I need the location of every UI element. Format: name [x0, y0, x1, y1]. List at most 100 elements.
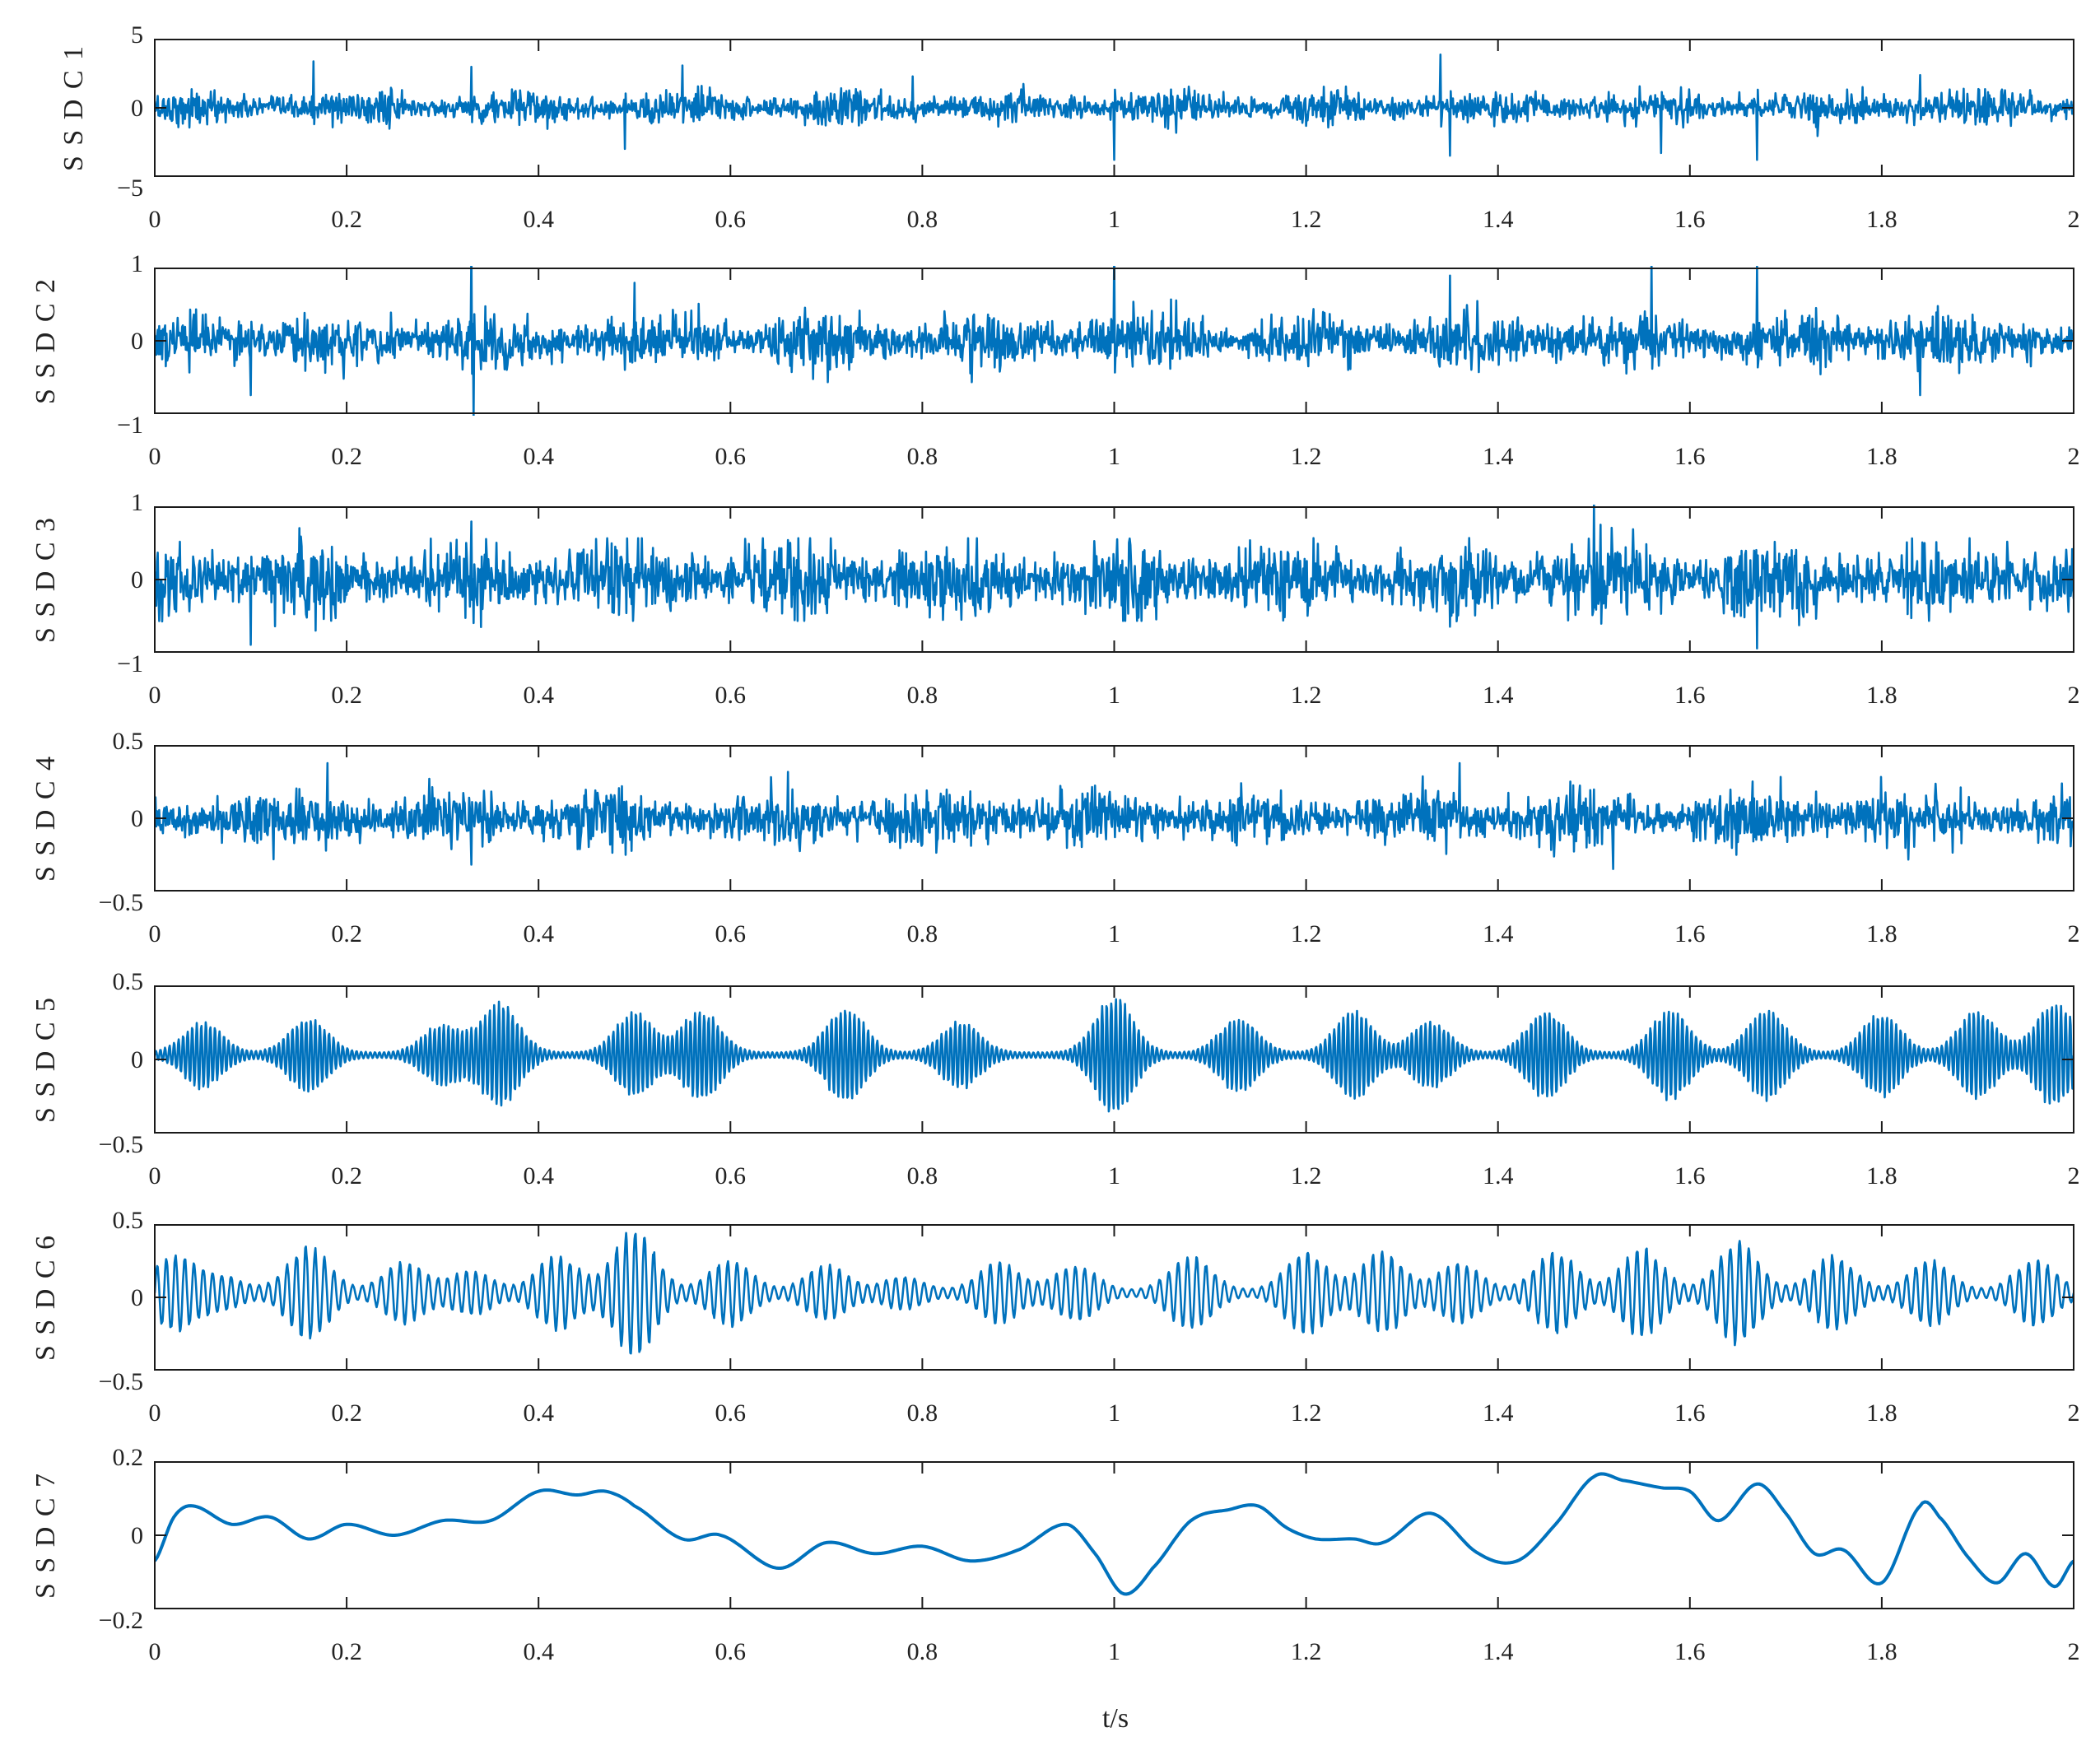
x-tick-label: 1 [1108, 206, 1120, 233]
x-tick-label: 0.8 [907, 1399, 938, 1427]
x-tick-label: 1.2 [1291, 1162, 1322, 1190]
series-line-ssdc-2 [155, 266, 2074, 416]
x-tick-label: 0.6 [715, 1399, 747, 1427]
y-axis-label: S S D C 7 [30, 1472, 61, 1599]
x-tick-label: 0.8 [907, 1638, 938, 1665]
x-tick-label: 1.6 [1674, 1638, 1706, 1665]
x-tick-label: 1.2 [1291, 443, 1322, 470]
x-tick-label: 1.4 [1483, 682, 1514, 709]
x-tick-label: 1.6 [1674, 920, 1706, 948]
x-tick-label: 1.8 [1866, 920, 1897, 948]
y-axis-label: S S D C 6 [30, 1234, 61, 1361]
x-tick-label: 0.6 [715, 1638, 747, 1665]
x-axis-label: t/s [1102, 1703, 1129, 1734]
plot-frame [154, 1224, 2074, 1371]
x-tick-label: 1 [1108, 920, 1120, 948]
x-tick-label: 2 [2068, 443, 2080, 470]
y-tick-label: 0 [131, 566, 143, 594]
x-tick-label: 2 [2068, 1638, 2080, 1665]
y-tick-label: 1 [131, 250, 143, 277]
x-tick-label: 1.8 [1866, 206, 1897, 233]
x-tick-label: 1.6 [1674, 206, 1706, 233]
y-tick-label: 0 [131, 1522, 143, 1549]
x-tick-label: 1.4 [1483, 920, 1514, 948]
x-tick-label: 0.2 [331, 1162, 362, 1190]
x-tick-label: 1.6 [1674, 1399, 1706, 1427]
y-tick-label: 0 [131, 1046, 143, 1073]
x-tick-label: 1.8 [1866, 1162, 1897, 1190]
y-axis-label: S S D C 2 [30, 277, 61, 404]
x-tick-label: 0.6 [715, 206, 747, 233]
x-tick-label: 0 [149, 1399, 161, 1427]
y-tick-label: 0 [131, 1284, 143, 1311]
x-tick-label: 1.8 [1866, 443, 1897, 470]
series-line-ssdc-6 [155, 1232, 2074, 1355]
x-tick-label: 1.2 [1291, 1638, 1322, 1665]
y-axis-label: S S D C 3 [30, 516, 61, 643]
y-tick-label: 0.5 [113, 728, 144, 755]
x-tick-label: 2 [2068, 1399, 2080, 1427]
x-tick-label: 1.8 [1866, 1638, 1897, 1665]
y-tick-label: 0 [131, 95, 143, 122]
x-tick-label: 1.2 [1291, 920, 1322, 948]
y-tick-label: 1 [131, 489, 143, 516]
x-tick-label: 1 [1108, 682, 1120, 709]
x-tick-label: 0 [149, 682, 161, 709]
x-tick-label: 1.6 [1674, 682, 1706, 709]
x-tick-label: 0.4 [523, 920, 554, 948]
x-tick-label: 0 [149, 443, 161, 470]
x-tick-label: 1 [1108, 443, 1120, 470]
x-tick-label: 0.6 [715, 443, 747, 470]
y-tick-label: −0.2 [99, 1607, 143, 1634]
y-tick-label: 5 [131, 21, 143, 49]
x-tick-label: 1 [1108, 1638, 1120, 1665]
x-tick-label: 0.2 [331, 1638, 362, 1665]
y-tick-label: −5 [117, 175, 143, 202]
x-tick-label: 1.2 [1291, 682, 1322, 709]
x-tick-label: 0.2 [331, 920, 362, 948]
series-line-ssdc-3 [155, 505, 2074, 650]
series-line-ssdc-7 [155, 1472, 2074, 1596]
x-tick-label: 0 [149, 920, 161, 948]
y-tick-label: 0 [131, 328, 143, 355]
x-tick-label: 0.4 [523, 1638, 554, 1665]
subplot-4: 0 0.2 0.4 0.6 0.8 1 1.2 1.4 1.6 1.8 2−0.500.5S S D… [30, 728, 2080, 948]
x-tick-label: 0.2 [331, 682, 362, 709]
series-line-ssdc-5 [155, 998, 2074, 1113]
y-axis-label: S S D C 5 [30, 996, 61, 1123]
y-tick-label: −1 [117, 412, 143, 439]
y-axis-label: S S D C 1 [58, 44, 89, 171]
x-tick-label: 0 [149, 1638, 161, 1665]
x-tick-label: 2 [2068, 1162, 2080, 1190]
y-tick-label: 0.5 [113, 968, 144, 995]
x-tick-label: 0.4 [523, 443, 554, 470]
x-tick-label: 0.2 [331, 443, 362, 470]
x-tick-label: 0.8 [907, 1162, 938, 1190]
y-tick-label: 0.5 [113, 1207, 144, 1234]
x-tick-label: 1.6 [1674, 1162, 1706, 1190]
x-tick-label: 2 [2068, 682, 2080, 709]
x-tick-label: 1.2 [1291, 206, 1322, 233]
x-tick-label: 0.4 [523, 1162, 554, 1190]
x-tick-label: 1 [1108, 1399, 1120, 1427]
subplot-7: 0 0.2 0.4 0.6 0.8 1 1.2 1.4 1.6 1.8 2−0.200.2S S D… [30, 1444, 2080, 1665]
subplot-5: 0 0.2 0.4 0.6 0.8 1 1.2 1.4 1.6 1.8 2−0.500.5S S D… [30, 968, 2080, 1190]
x-tick-label: 1.2 [1291, 1399, 1322, 1427]
y-tick-label: −1 [117, 650, 143, 677]
x-tick-label: 2 [2068, 920, 2080, 948]
x-tick-label: 1.4 [1483, 1638, 1514, 1665]
x-tick-label: 1.4 [1483, 206, 1514, 233]
y-axis-label: S S D C 4 [30, 755, 61, 882]
y-tick-label: 0.2 [113, 1444, 144, 1471]
x-tick-label: 1.6 [1674, 443, 1706, 470]
x-tick-label: 0 [149, 1162, 161, 1190]
x-tick-label: 2 [2068, 206, 2080, 233]
x-tick-label: 0.8 [907, 206, 938, 233]
x-tick-label: 1.4 [1483, 443, 1514, 470]
x-tick-label: 1 [1108, 1162, 1120, 1190]
y-tick-label: −0.5 [99, 1131, 143, 1158]
x-tick-label: 1.8 [1866, 1399, 1897, 1427]
y-tick-label: −0.5 [99, 889, 143, 916]
